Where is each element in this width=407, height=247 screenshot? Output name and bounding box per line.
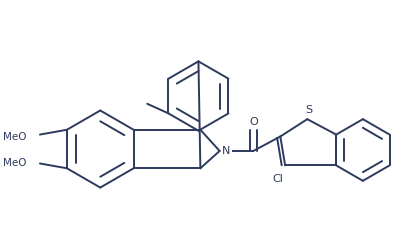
Text: MeO: MeO bbox=[3, 158, 26, 167]
Text: O: O bbox=[249, 117, 258, 127]
Text: MeO: MeO bbox=[3, 131, 26, 142]
Text: S: S bbox=[306, 105, 313, 116]
Text: N: N bbox=[222, 146, 231, 156]
Text: Cl: Cl bbox=[272, 174, 283, 184]
